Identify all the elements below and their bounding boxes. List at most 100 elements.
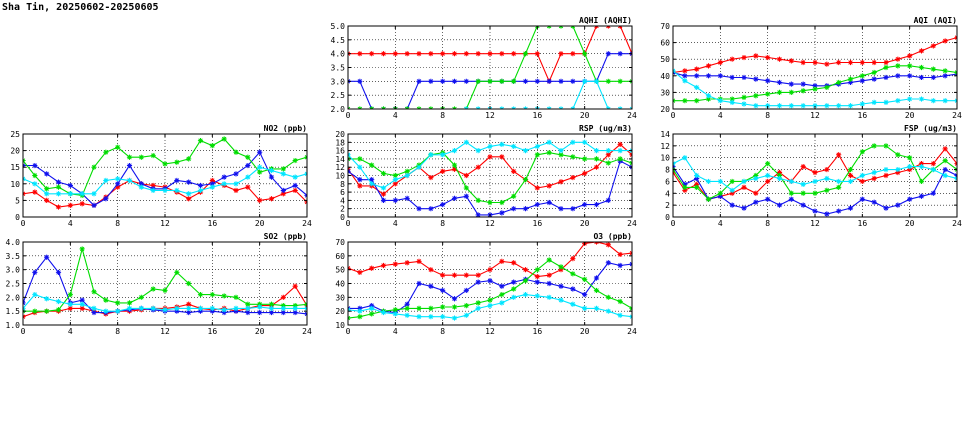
data-point — [824, 61, 830, 67]
x-tick-label: 4 — [68, 327, 73, 336]
data-point — [404, 305, 410, 311]
data-point — [753, 172, 759, 179]
data-point — [729, 74, 735, 81]
data-point — [369, 311, 375, 317]
data-point — [883, 99, 889, 105]
data-point — [357, 314, 363, 320]
data-point — [357, 269, 363, 276]
x-tick-label: 8 — [115, 219, 120, 228]
data-point — [907, 53, 913, 59]
data-point — [268, 196, 275, 202]
series-group — [23, 136, 307, 210]
data-point — [55, 191, 62, 197]
data-point — [895, 56, 901, 62]
data-point — [221, 174, 227, 180]
x-tick-label: 16 — [533, 327, 543, 336]
y-tick-label: 14 — [660, 130, 670, 139]
data-point — [617, 148, 623, 154]
data-point — [582, 156, 588, 162]
data-point — [115, 144, 121, 150]
x-tick-label: 4 — [393, 111, 398, 120]
y-tick-label: 4 — [665, 189, 670, 198]
data-point — [91, 309, 97, 316]
data-point — [186, 179, 192, 185]
data-point — [776, 56, 783, 62]
y-tick-label: 10 — [335, 321, 345, 330]
data-point — [859, 172, 865, 179]
data-point — [558, 283, 564, 289]
data-point — [788, 58, 794, 64]
data-point — [546, 294, 552, 300]
data-point — [221, 309, 227, 316]
data-point — [32, 291, 38, 298]
data-point — [682, 68, 688, 74]
data-point — [741, 101, 747, 107]
data-point — [617, 141, 623, 147]
y-tick-label: 2.5 — [6, 280, 21, 289]
data-point — [174, 269, 180, 276]
data-point — [392, 197, 398, 203]
data-point — [582, 78, 588, 84]
data-point — [186, 280, 192, 287]
y-tick-label: 3.5 — [331, 64, 346, 73]
y-tick-label: 20 — [660, 105, 670, 114]
data-point — [257, 197, 263, 203]
data-point — [487, 143, 493, 150]
data-point — [44, 254, 50, 260]
data-point — [582, 51, 588, 57]
data-point — [617, 298, 623, 305]
x-tick-label: 24 — [627, 111, 637, 120]
data-point — [233, 187, 239, 194]
data-point — [558, 148, 564, 154]
y-tick-label: 40 — [660, 72, 670, 81]
x-tick-label: 24 — [952, 219, 962, 228]
data-point — [357, 51, 363, 57]
data-point — [44, 296, 50, 302]
data-point — [847, 172, 854, 179]
page-title: Sha Tin, 20250602-20250605 — [2, 2, 159, 13]
data-point — [812, 208, 818, 214]
data-point — [392, 172, 398, 179]
data-point — [729, 187, 735, 193]
data-point — [186, 305, 192, 311]
data-point — [268, 309, 275, 316]
data-point — [463, 193, 469, 199]
y-tick-label: 60 — [660, 39, 670, 48]
data-point — [694, 98, 700, 104]
data-point — [930, 190, 936, 196]
data-point — [380, 185, 387, 191]
data-point — [729, 190, 735, 196]
data-point — [32, 181, 38, 187]
data-point — [617, 251, 623, 258]
data-point — [197, 187, 204, 194]
data-point — [174, 177, 180, 184]
data-point — [209, 291, 215, 298]
chart-so2: 0 4 8 12 16 20 24 1.0 1.5 2.0 2.5 3.0 3.5 4.0 SO2 (ppb… — [6, 232, 312, 336]
data-point — [883, 205, 889, 211]
data-point — [392, 261, 398, 267]
data-point — [103, 177, 109, 184]
data-point — [280, 305, 286, 311]
data-point — [55, 204, 62, 210]
data-point — [292, 182, 298, 189]
data-point — [257, 169, 263, 175]
data-point — [776, 175, 783, 182]
data-point — [605, 160, 611, 166]
data-point — [717, 193, 723, 199]
chart-title: AQHI (AQHI) — [579, 16, 632, 25]
data-point — [67, 291, 73, 298]
data-point — [209, 305, 215, 311]
data-point — [776, 169, 783, 176]
data-point — [197, 308, 204, 314]
data-point — [245, 154, 251, 160]
data-point — [836, 59, 842, 66]
data-point — [416, 305, 422, 311]
x-tick-label: 20 — [580, 111, 590, 120]
chart-title: FSP (ug/m3) — [904, 124, 957, 133]
data-point — [605, 308, 611, 314]
data-point — [79, 297, 85, 303]
data-point — [451, 315, 458, 321]
data-point — [369, 265, 375, 271]
data-point — [617, 156, 623, 162]
